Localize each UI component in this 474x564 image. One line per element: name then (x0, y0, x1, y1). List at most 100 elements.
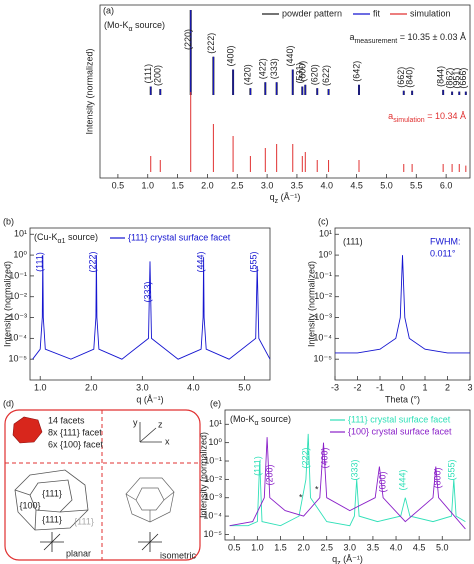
axes-glyph (139, 422, 162, 443)
x-tick-label: 0 (400, 382, 405, 392)
peak-label: (555) (248, 251, 258, 272)
plot-frame (29, 227, 271, 381)
arrows (40, 532, 162, 552)
annotation: asimulation = 10.34 Å (388, 111, 466, 124)
x-tick-label: 5.0 (380, 180, 393, 190)
x-axis-label-part: q (270, 192, 275, 202)
panel-label: (d) (3, 398, 14, 408)
peak-label: (111) (143, 64, 153, 84)
peak-label: (444) (195, 251, 205, 272)
annotation-part: = 10.34 Å (425, 111, 466, 121)
x-axis-label: qz (Å⁻¹) (270, 192, 301, 205)
peak-label: (400) (225, 45, 235, 66)
x-tick-label: -2 (353, 382, 361, 392)
annotation-part: a (388, 111, 393, 121)
x-tick-label: 3 (467, 382, 472, 392)
x-tick-label: 4.0 (321, 180, 334, 190)
plot-frame (99, 4, 471, 179)
x-tick-label: 6.0 (440, 180, 453, 190)
y-tick-label: 10⁰ (318, 249, 332, 259)
peak-label: (555) (446, 459, 456, 480)
peak-label: (600) (298, 61, 308, 82)
x-tick-label: 3.5 (367, 542, 380, 552)
x-tick-label: 2.0 (85, 382, 98, 392)
annotation-part: a (349, 32, 354, 42)
x-tick-label: 1.5 (274, 542, 287, 552)
legend-label: {100} crystal surface facet (348, 426, 452, 436)
y-tick-label: 10⁻² (204, 474, 222, 484)
peak-label: (422) (258, 58, 268, 79)
x-axis-label-part: (Å⁻¹) (341, 554, 363, 564)
y-axis-label: Intensity (normalized) (198, 432, 208, 518)
x-tick-label: 5.5 (410, 180, 423, 190)
source-label-part: source) (133, 20, 166, 30)
x-axis-label: q (Å⁻¹) (136, 394, 163, 404)
source-label: (Mo-Kα source) (230, 414, 291, 427)
axis-name: y (133, 417, 138, 427)
data-line (32, 255, 271, 360)
annotation: * (299, 492, 303, 502)
y-tick-label: 10¹ (209, 419, 222, 429)
panel-label: (e) (210, 398, 221, 408)
peak-label: (662) (396, 67, 406, 88)
peak-label: (444) (397, 469, 407, 490)
x-tick-label: 2.5 (231, 180, 244, 190)
face-label: {100} (19, 500, 40, 510)
x-tick-label: 4.5 (350, 180, 363, 190)
source-label-part: source) (259, 414, 292, 424)
plot-frame (224, 409, 471, 541)
source-label-part: α1 (58, 238, 66, 245)
x-tick-label: 1 (422, 382, 427, 392)
x-tick-label: 1.0 (251, 542, 264, 552)
data-line (335, 255, 470, 354)
peak-label: (200) (153, 65, 163, 86)
panel-label: (c) (318, 216, 329, 226)
peak-label: (862) (444, 68, 454, 89)
y-tick-label: 10⁻⁴ (313, 333, 332, 343)
peak-label: (531) (295, 62, 305, 83)
source-label-part: (Mo-K (230, 414, 255, 424)
source-label-part: α (255, 420, 259, 427)
annotation: ameasurement = 10.35 ± 0.03 Å (349, 32, 466, 45)
peak-label: (420) (243, 64, 253, 85)
x-tick-label: -3 (331, 382, 339, 392)
peak-label: (333) (349, 459, 359, 480)
panel-label: (a) (103, 5, 114, 15)
peak-label: (111) (34, 252, 44, 272)
isometric-crystal (125, 477, 175, 523)
facet-text: 14 facets (48, 415, 85, 425)
x-tick-label: 4.0 (390, 542, 403, 552)
annotation: (111) (343, 236, 363, 246)
x-tick-label: 2.0 (297, 542, 310, 552)
peak-label: (400) (319, 447, 329, 468)
peak-label: (620) (310, 64, 320, 85)
legend-label: {111} crystal surface facet (348, 414, 451, 424)
peak-label: (642) (351, 61, 361, 82)
peak-label: (440) (285, 45, 295, 66)
peak-label: (222) (206, 33, 216, 54)
peak-label: (666) (458, 68, 468, 89)
annotation: 0.011° (430, 248, 456, 258)
annotation: FWHM: (430, 236, 461, 246)
panel-label: (b) (3, 216, 14, 226)
facet-text: 8x {111} facet (48, 427, 102, 437)
face-label: {111} (42, 514, 62, 524)
planar-crystal (14, 469, 89, 531)
y-tick-label: 10⁻³ (9, 312, 27, 322)
y-tick-label: 10⁻¹ (9, 270, 27, 280)
axis-name: z (158, 419, 163, 429)
y-axis-label: Intensity (normalized) (2, 261, 12, 347)
face-label: {111} (74, 516, 94, 526)
y-tick-label: 10⁻⁴ (8, 333, 27, 343)
x-tick-label: 2 (445, 382, 450, 392)
peak-label: (844) (436, 66, 446, 87)
data-line (229, 437, 466, 530)
y-tick-label: 10¹ (14, 229, 27, 239)
peak-label: (200) (264, 464, 274, 485)
legend-label: fit (373, 8, 381, 18)
diagram-d: (d) 14 facets 8x {111} facet 6x {100} fa… (3, 398, 201, 561)
peak-label: (333) (142, 281, 152, 302)
x-tick-label: 3.5 (291, 180, 304, 190)
peak-label: (222) (300, 447, 310, 468)
